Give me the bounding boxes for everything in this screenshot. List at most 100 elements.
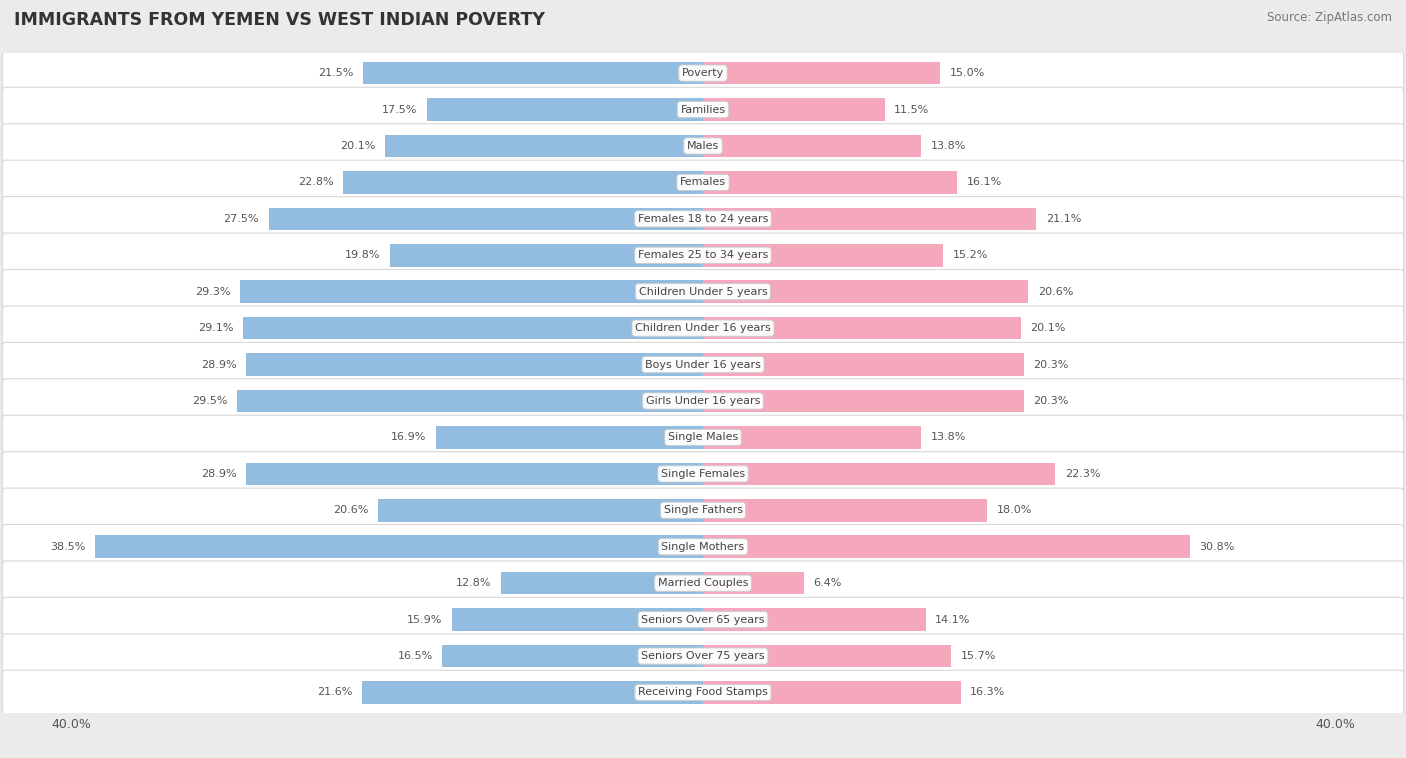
Bar bbox=[703, 171, 957, 194]
FancyBboxPatch shape bbox=[3, 488, 1403, 533]
Bar bbox=[343, 171, 703, 194]
Text: Single Females: Single Females bbox=[661, 469, 745, 479]
Text: Children Under 16 years: Children Under 16 years bbox=[636, 323, 770, 333]
Bar bbox=[703, 244, 943, 267]
Text: 20.3%: 20.3% bbox=[1033, 396, 1069, 406]
Text: Families: Families bbox=[681, 105, 725, 114]
FancyBboxPatch shape bbox=[3, 270, 1403, 314]
FancyBboxPatch shape bbox=[3, 233, 1403, 277]
Bar bbox=[703, 317, 1021, 340]
Bar bbox=[703, 499, 987, 522]
Text: 17.5%: 17.5% bbox=[381, 105, 418, 114]
Text: Children Under 5 years: Children Under 5 years bbox=[638, 287, 768, 296]
Text: Males: Males bbox=[688, 141, 718, 151]
Text: Seniors Over 75 years: Seniors Over 75 years bbox=[641, 651, 765, 661]
Text: Poverty: Poverty bbox=[682, 68, 724, 78]
Text: 20.3%: 20.3% bbox=[1033, 359, 1069, 370]
Bar bbox=[703, 208, 1036, 230]
Text: 16.5%: 16.5% bbox=[398, 651, 433, 661]
Text: 12.8%: 12.8% bbox=[456, 578, 491, 588]
Bar bbox=[378, 499, 703, 522]
Text: 11.5%: 11.5% bbox=[894, 105, 929, 114]
Text: 15.0%: 15.0% bbox=[949, 68, 984, 78]
Bar bbox=[703, 353, 1024, 376]
Bar bbox=[94, 535, 703, 558]
Text: 20.1%: 20.1% bbox=[1031, 323, 1066, 333]
Text: Girls Under 16 years: Girls Under 16 years bbox=[645, 396, 761, 406]
Text: 28.9%: 28.9% bbox=[201, 359, 238, 370]
Text: 29.1%: 29.1% bbox=[198, 323, 233, 333]
Text: 29.5%: 29.5% bbox=[193, 396, 228, 406]
FancyBboxPatch shape bbox=[3, 525, 1403, 569]
Bar bbox=[363, 62, 703, 84]
Text: Seniors Over 65 years: Seniors Over 65 years bbox=[641, 615, 765, 625]
FancyBboxPatch shape bbox=[3, 415, 1403, 459]
Text: Single Mothers: Single Mothers bbox=[661, 542, 745, 552]
FancyBboxPatch shape bbox=[3, 306, 1403, 350]
Text: 29.3%: 29.3% bbox=[195, 287, 231, 296]
Text: 13.8%: 13.8% bbox=[931, 141, 966, 151]
Text: 15.2%: 15.2% bbox=[953, 250, 988, 260]
Bar bbox=[361, 681, 703, 703]
FancyBboxPatch shape bbox=[3, 124, 1403, 168]
FancyBboxPatch shape bbox=[3, 51, 1403, 96]
Text: 18.0%: 18.0% bbox=[997, 506, 1032, 515]
Text: Married Couples: Married Couples bbox=[658, 578, 748, 588]
FancyBboxPatch shape bbox=[3, 160, 1403, 205]
Bar bbox=[703, 462, 1056, 485]
Text: 20.6%: 20.6% bbox=[1038, 287, 1073, 296]
Bar bbox=[269, 208, 703, 230]
Text: 22.3%: 22.3% bbox=[1064, 469, 1101, 479]
Bar bbox=[703, 135, 921, 157]
Bar bbox=[703, 390, 1024, 412]
FancyBboxPatch shape bbox=[3, 634, 1403, 678]
FancyBboxPatch shape bbox=[3, 597, 1403, 642]
Bar bbox=[243, 317, 703, 340]
Bar bbox=[703, 280, 1028, 303]
Text: 6.4%: 6.4% bbox=[814, 578, 842, 588]
Bar bbox=[501, 572, 703, 594]
Text: 20.1%: 20.1% bbox=[340, 141, 375, 151]
Text: Boys Under 16 years: Boys Under 16 years bbox=[645, 359, 761, 370]
Text: 28.9%: 28.9% bbox=[201, 469, 238, 479]
FancyBboxPatch shape bbox=[3, 87, 1403, 132]
Text: 13.8%: 13.8% bbox=[931, 433, 966, 443]
Text: 14.1%: 14.1% bbox=[935, 615, 970, 625]
Text: Source: ZipAtlas.com: Source: ZipAtlas.com bbox=[1267, 11, 1392, 24]
Bar bbox=[703, 426, 921, 449]
Bar bbox=[436, 426, 703, 449]
FancyBboxPatch shape bbox=[3, 670, 1403, 715]
Text: 30.8%: 30.8% bbox=[1199, 542, 1234, 552]
Text: 15.9%: 15.9% bbox=[406, 615, 443, 625]
Text: 15.7%: 15.7% bbox=[960, 651, 995, 661]
Text: 21.6%: 21.6% bbox=[316, 688, 353, 697]
Bar bbox=[703, 572, 804, 594]
Text: Single Fathers: Single Fathers bbox=[664, 506, 742, 515]
Bar bbox=[703, 681, 960, 703]
Bar bbox=[443, 645, 703, 667]
FancyBboxPatch shape bbox=[3, 343, 1403, 387]
Text: 22.8%: 22.8% bbox=[298, 177, 333, 187]
Bar bbox=[385, 135, 703, 157]
Text: 16.9%: 16.9% bbox=[391, 433, 426, 443]
Bar bbox=[451, 609, 703, 631]
Text: Females 25 to 34 years: Females 25 to 34 years bbox=[638, 250, 768, 260]
Bar bbox=[240, 280, 703, 303]
Text: 38.5%: 38.5% bbox=[51, 542, 86, 552]
Text: Females: Females bbox=[681, 177, 725, 187]
Text: 27.5%: 27.5% bbox=[224, 214, 259, 224]
Text: IMMIGRANTS FROM YEMEN VS WEST INDIAN POVERTY: IMMIGRANTS FROM YEMEN VS WEST INDIAN POV… bbox=[14, 11, 546, 30]
Text: 16.3%: 16.3% bbox=[970, 688, 1005, 697]
Bar bbox=[426, 99, 703, 121]
Bar bbox=[391, 244, 703, 267]
Bar bbox=[238, 390, 703, 412]
Bar bbox=[703, 645, 950, 667]
Bar bbox=[246, 462, 703, 485]
Bar bbox=[703, 62, 941, 84]
Text: Females 18 to 24 years: Females 18 to 24 years bbox=[638, 214, 768, 224]
Text: 19.8%: 19.8% bbox=[346, 250, 381, 260]
FancyBboxPatch shape bbox=[3, 561, 1403, 606]
Text: 21.1%: 21.1% bbox=[1046, 214, 1081, 224]
Text: Single Males: Single Males bbox=[668, 433, 738, 443]
Bar bbox=[246, 353, 703, 376]
